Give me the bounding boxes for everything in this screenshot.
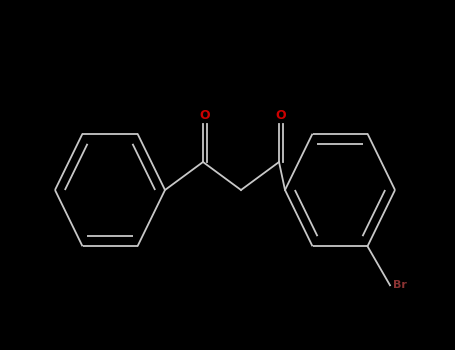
Text: Br: Br <box>393 280 407 290</box>
Text: O: O <box>276 109 286 122</box>
Text: O: O <box>200 109 210 122</box>
